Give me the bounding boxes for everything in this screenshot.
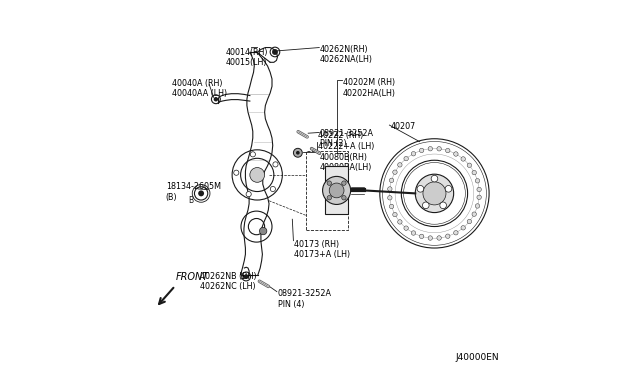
FancyBboxPatch shape — [325, 166, 348, 214]
Circle shape — [342, 181, 346, 185]
Circle shape — [327, 196, 332, 200]
Text: 40014(RH)
40015(LH): 40014(RH) 40015(LH) — [226, 48, 268, 67]
Circle shape — [389, 178, 394, 183]
Circle shape — [250, 152, 255, 157]
Circle shape — [388, 196, 392, 200]
Circle shape — [428, 236, 433, 240]
Circle shape — [461, 225, 465, 230]
Text: 40040A (RH)
40040AA (LH): 40040A (RH) 40040AA (LH) — [172, 79, 227, 98]
Circle shape — [296, 151, 300, 155]
Circle shape — [270, 186, 275, 192]
Circle shape — [246, 192, 252, 197]
Circle shape — [440, 202, 447, 209]
Circle shape — [198, 190, 204, 196]
Circle shape — [428, 147, 433, 151]
Circle shape — [259, 227, 267, 235]
Circle shape — [467, 163, 472, 167]
Circle shape — [419, 148, 424, 153]
Text: 40207: 40207 — [390, 122, 415, 131]
Circle shape — [437, 236, 442, 240]
Circle shape — [472, 212, 476, 217]
Circle shape — [412, 231, 416, 235]
Circle shape — [388, 187, 392, 191]
Circle shape — [477, 187, 481, 192]
Circle shape — [477, 195, 481, 199]
Circle shape — [404, 156, 408, 161]
Circle shape — [431, 175, 438, 182]
Text: 18134-2605M
(B): 18134-2605M (B) — [166, 182, 221, 202]
Circle shape — [423, 182, 446, 205]
Circle shape — [397, 163, 402, 167]
Circle shape — [454, 231, 458, 235]
Circle shape — [244, 274, 248, 279]
Text: 40262NB (RH)
40262NC (LH): 40262NB (RH) 40262NC (LH) — [200, 272, 257, 291]
Text: B: B — [188, 196, 193, 205]
Circle shape — [445, 186, 452, 192]
Circle shape — [461, 157, 465, 161]
Circle shape — [389, 204, 394, 209]
Circle shape — [467, 219, 472, 224]
Text: FRONT: FRONT — [175, 272, 209, 282]
Circle shape — [397, 220, 402, 224]
Text: 40262N(RH)
40262NA(LH): 40262N(RH) 40262NA(LH) — [320, 45, 373, 64]
Text: 40173 (RH)
40173+A (LH): 40173 (RH) 40173+A (LH) — [294, 240, 350, 259]
Text: 08921-3252A
PIN (2): 08921-3252A PIN (2) — [320, 129, 374, 148]
Circle shape — [329, 183, 344, 198]
Circle shape — [250, 167, 264, 182]
Circle shape — [273, 49, 278, 55]
Circle shape — [454, 152, 458, 156]
Text: 08921-3252A
PIN (4): 08921-3252A PIN (4) — [278, 289, 332, 309]
Circle shape — [476, 179, 480, 183]
Circle shape — [412, 151, 416, 156]
Circle shape — [445, 148, 450, 153]
Circle shape — [293, 148, 302, 157]
Circle shape — [422, 202, 429, 209]
Circle shape — [234, 170, 239, 175]
Circle shape — [327, 181, 332, 185]
Circle shape — [393, 170, 397, 174]
Circle shape — [417, 186, 424, 192]
Circle shape — [214, 97, 218, 102]
Circle shape — [476, 204, 480, 208]
Circle shape — [273, 162, 278, 167]
Circle shape — [393, 212, 397, 217]
Circle shape — [472, 170, 476, 175]
Circle shape — [445, 234, 450, 238]
Text: 40080B(RH)
40080BA(LH): 40080B(RH) 40080BA(LH) — [320, 153, 372, 172]
Text: 40222 (RH)
40222+A (LH): 40222 (RH) 40222+A (LH) — [318, 131, 374, 151]
Circle shape — [415, 174, 454, 212]
Circle shape — [404, 226, 408, 230]
Circle shape — [419, 234, 424, 238]
Text: J40000EN: J40000EN — [456, 353, 499, 362]
Circle shape — [323, 176, 351, 205]
Circle shape — [342, 196, 346, 200]
Text: 40202M (RH)
40202HA(LH): 40202M (RH) 40202HA(LH) — [343, 78, 396, 97]
Circle shape — [437, 147, 442, 151]
